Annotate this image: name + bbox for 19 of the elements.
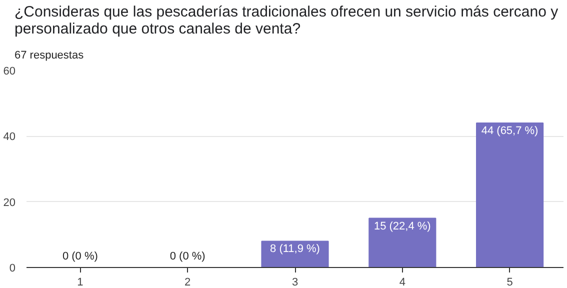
x-tick-label: 4: [399, 276, 406, 288]
chart-title: ¿Consideras que las pescaderías tradicionales ofrecen un servicio más cercano y personalizado que otros canales de venta?: [14, 4, 559, 38]
x-tick-label: 3: [292, 276, 298, 288]
data-label: 8 (11,9 %): [270, 243, 320, 256]
chart-subtitle: 67 respuestas: [14, 50, 84, 62]
y-tick-label: 40: [3, 131, 16, 144]
y-tick-label: 60: [3, 66, 16, 78]
y-tick-label: 20: [3, 196, 16, 209]
data-label: 0 (0 %): [170, 250, 206, 262]
x-tick-label: 1: [77, 276, 84, 288]
bar: [368, 218, 436, 268]
data-label: 0 (0 %): [62, 250, 98, 262]
y-tick-label: 0: [9, 262, 16, 274]
bar: [476, 122, 544, 268]
data-label: 15 (22,4 %): [374, 220, 431, 232]
data-label: 44 (65,7 %): [481, 125, 538, 138]
x-tick-label: 2: [184, 276, 191, 288]
bar: [261, 240, 329, 268]
x-tick-label: 5: [506, 276, 513, 288]
